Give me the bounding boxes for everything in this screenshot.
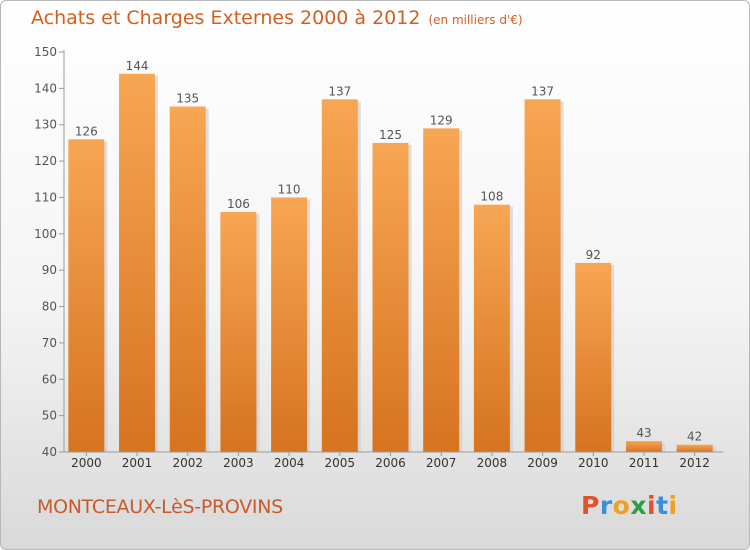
- data-label: 126: [75, 124, 98, 138]
- data-label: 110: [278, 182, 301, 196]
- bar: [220, 212, 257, 452]
- y-tick-label: 100: [34, 227, 57, 241]
- x-tick-label: 2003: [223, 456, 254, 470]
- y-tick-label: 150: [34, 45, 57, 59]
- logo-letter: i: [647, 491, 657, 520]
- data-label: 125: [379, 128, 402, 142]
- logo-letter: r: [599, 491, 613, 520]
- y-tick-label: 60: [42, 372, 57, 386]
- y-tick-label: 90: [42, 263, 57, 277]
- x-tick-label: 2010: [578, 456, 609, 470]
- logo-letter: o: [612, 491, 631, 520]
- x-tick-label: 2004: [274, 456, 305, 470]
- bar: [423, 128, 460, 452]
- data-label: 43: [636, 426, 651, 440]
- logo-letter: i: [668, 491, 678, 520]
- bar: [575, 262, 612, 452]
- y-tick-label: 70: [42, 336, 57, 350]
- bar-chart: 40 50 60 70 80 90 100 110 120 130 140 150 126 144 135…: [34, 45, 723, 470]
- x-tick-label: 2000: [71, 456, 102, 470]
- y-tick-label: 80: [42, 300, 57, 314]
- y-tick-label: 140: [34, 81, 57, 95]
- bar: [119, 73, 156, 453]
- x-tick-label: 2002: [172, 456, 203, 470]
- title-text: Achats et Charges Externes 2000 à 2012: [31, 7, 421, 29]
- data-label: 137: [328, 84, 351, 98]
- y-tick-label: 50: [42, 409, 57, 423]
- y-tick-label: 110: [34, 190, 57, 204]
- unit-label: (en milliers d'€): [428, 13, 523, 27]
- data-label: 144: [126, 59, 149, 73]
- proxiti-logo: Proxiti: [581, 491, 678, 520]
- y-tick-label: 40: [42, 445, 57, 459]
- y-tick-label: 130: [34, 118, 57, 132]
- chart-title: Achats et Charges Externes 2000 à 2012 (e…: [31, 7, 523, 29]
- bar: [524, 99, 561, 452]
- bar: [676, 444, 713, 452]
- x-tick-label: 2006: [375, 456, 406, 470]
- bar: [68, 139, 105, 453]
- x-tick-label: 2008: [477, 456, 508, 470]
- logo-letter: t: [656, 491, 669, 520]
- x-tick-label: 2011: [629, 456, 660, 470]
- logo-letter: P: [581, 491, 600, 520]
- logo-letter: x: [630, 491, 647, 520]
- commune-name: MONTCEAUX-LèS-PROVINS: [37, 496, 283, 518]
- data-label: 135: [176, 92, 199, 106]
- data-label: 129: [430, 113, 453, 127]
- data-label: 92: [586, 248, 601, 262]
- x-tick-label: 2007: [426, 456, 457, 470]
- x-tick-label: 2012: [679, 456, 710, 470]
- x-tick-label: 2009: [527, 456, 558, 470]
- x-tick-label: 2001: [122, 456, 153, 470]
- bar: [271, 197, 308, 452]
- bar: [169, 106, 206, 452]
- data-label: 42: [687, 430, 702, 444]
- data-label: 106: [227, 197, 250, 211]
- bar: [372, 142, 409, 452]
- bar: [473, 204, 510, 452]
- data-label: 137: [531, 84, 554, 98]
- x-tick-label: 2005: [325, 456, 356, 470]
- data-label: 108: [480, 190, 503, 204]
- y-tick-label: 120: [34, 154, 57, 168]
- bar: [625, 441, 662, 452]
- bar: [321, 99, 358, 452]
